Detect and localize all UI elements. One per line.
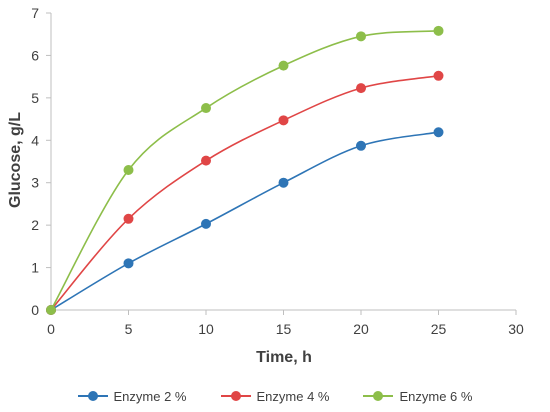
series-line: [50, 131, 439, 311]
legend-item: Enzyme 6 %: [363, 389, 472, 404]
legend-item: Enzyme 4 %: [220, 388, 330, 404]
data-point: [201, 218, 211, 229]
legend-marker: [220, 390, 251, 402]
y-axis-title: Glucose, g/L: [7, 112, 24, 208]
legend-label: Enzyme 6 %: [399, 388, 473, 404]
y-tick-label: 1: [31, 260, 39, 276]
x-tick-label: 20: [353, 321, 369, 337]
data-point: [278, 177, 289, 188]
data-point: [123, 164, 134, 175]
data-point: [46, 305, 56, 315]
y-tick-label: 6: [31, 47, 39, 63]
y-tick-label: 0: [31, 302, 39, 318]
x-tick-label: 10: [198, 321, 214, 337]
x-tick-label: 30: [508, 321, 524, 337]
series-2: [46, 70, 444, 315]
data-point: [278, 115, 289, 126]
data-point: [356, 31, 366, 42]
axes: 0 1 2 3 4 5 6 7 0 5 10 15 20 25 30: [31, 5, 524, 337]
data-point: [123, 258, 134, 269]
data-point: [278, 60, 289, 71]
y-tick-label: 7: [31, 5, 39, 21]
legend-marker: [77, 390, 108, 402]
data-point: [201, 155, 211, 166]
data-point: [433, 25, 444, 36]
legend-marker: [363, 390, 394, 402]
legend-label: Enzyme 2 %: [113, 388, 187, 404]
y-tick-label: 4: [31, 132, 39, 148]
data-point: [433, 127, 444, 138]
series-3: [46, 25, 444, 315]
x-tick-label: 25: [431, 321, 447, 337]
data-point: [201, 103, 211, 114]
y-tick-label: 2: [31, 217, 39, 233]
legend-item: Enzyme 2 %: [77, 388, 187, 404]
x-tick-label: 5: [125, 321, 133, 337]
data-point: [356, 83, 366, 94]
legend-label: Enzyme 4 %: [256, 388, 330, 404]
legend: Enzyme 2 % Enzyme 4 % Enzyme 6 %: [0, 384, 550, 408]
series-1: [46, 127, 444, 315]
data-point: [356, 140, 366, 151]
x-axis-title: Time, h: [256, 349, 312, 366]
series-line: [50, 30, 439, 311]
x-tick-label: 0: [47, 321, 55, 337]
y-tick-label: 5: [31, 90, 39, 106]
y-tick-label: 3: [31, 175, 39, 191]
data-point: [433, 70, 444, 81]
data-point: [123, 213, 134, 224]
x-tick-label: 15: [276, 321, 292, 337]
series-layer: [46, 25, 444, 315]
